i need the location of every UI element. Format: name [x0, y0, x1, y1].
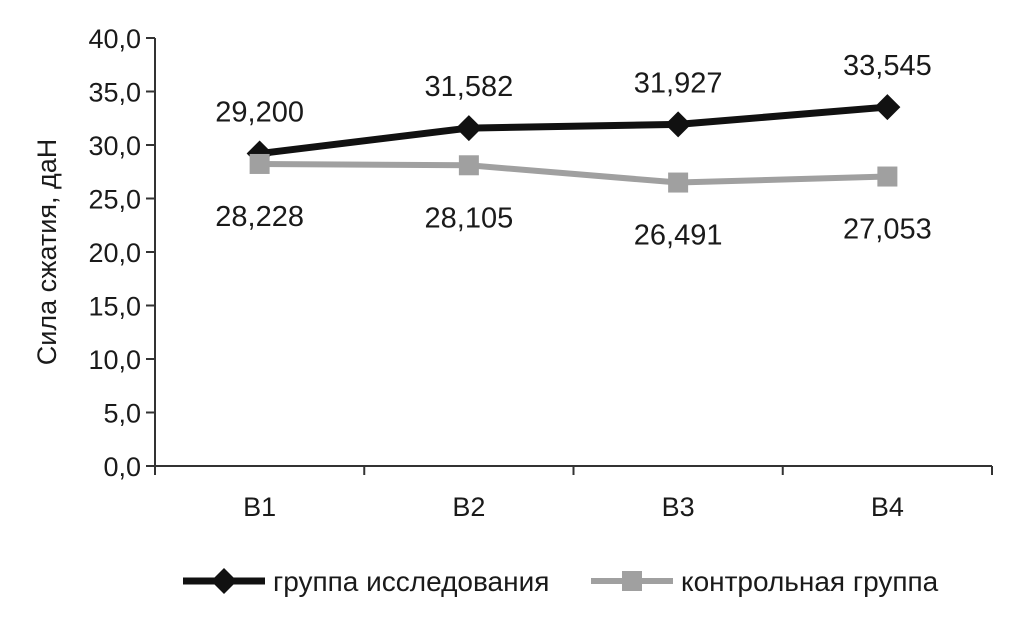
data-label-2: 28,105	[425, 202, 514, 234]
data-label-1: 31,582	[425, 71, 514, 103]
y-tick-label: 10,0	[88, 345, 141, 375]
x-tick-label: B2	[452, 492, 485, 522]
data-label-1: 33,545	[843, 50, 932, 82]
data-point-2	[458, 155, 479, 176]
data-point-2	[877, 166, 898, 187]
y-tick-label: 20,0	[88, 238, 141, 268]
data-labels: 29,200 31,582 31,927 33,545 28,228 28,105 26,4…	[215, 50, 931, 251]
series-lines	[259, 103, 888, 186]
data-label-1: 29,200	[215, 97, 304, 129]
data-point-2	[668, 172, 689, 193]
data-label-1: 31,927	[634, 67, 723, 99]
legend-label-1: группа исследования	[273, 566, 549, 597]
legend: группа исследования контрольная группа	[183, 566, 939, 597]
data-point-2	[249, 153, 270, 174]
y-tick-label: 15,0	[88, 292, 141, 322]
y-tick-label: 40,0	[88, 24, 141, 54]
x-tick-label: B1	[243, 492, 276, 522]
y-tick-label: 25,0	[88, 185, 141, 215]
x-ticks: B1 B2 B3 B4	[154, 466, 993, 522]
y-ticks: 0,0 5,0 10,0 15,0 20,0 25,0 30,0 35,0 40,0	[88, 24, 155, 482]
y-axis-title: Сила сжатия, даН	[32, 139, 62, 365]
y-tick-label: 0,0	[103, 452, 141, 482]
data-label-2: 26,491	[634, 220, 723, 252]
y-tick-label: 35,0	[88, 78, 141, 108]
series-markers	[246, 94, 901, 193]
x-tick-label: B4	[871, 492, 904, 522]
y-tick-label: 30,0	[88, 131, 141, 161]
x-tick-label: B3	[662, 492, 695, 522]
data-label-2: 27,053	[843, 214, 932, 246]
legend-marker-1	[211, 568, 237, 594]
y-tick-label: 5,0	[103, 399, 141, 429]
series-line-1	[259, 103, 888, 158]
series-line-2	[259, 160, 888, 186]
data-label-2: 28,228	[215, 201, 304, 233]
legend-marker-2	[622, 571, 642, 591]
data-point-1	[874, 94, 901, 121]
data-point-1	[665, 111, 692, 138]
legend-label-2: контрольная группа	[681, 566, 939, 597]
data-point-1	[455, 115, 482, 142]
